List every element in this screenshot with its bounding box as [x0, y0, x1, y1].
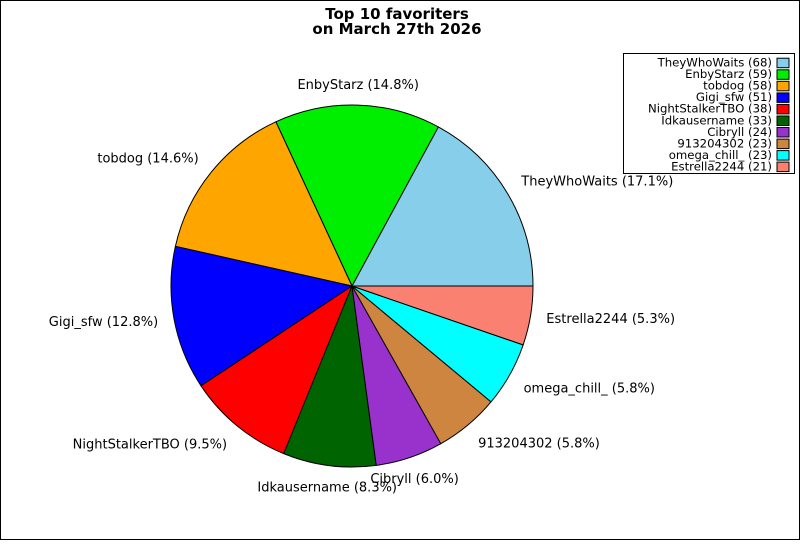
legend-item-label: 913204302 (23) [677, 136, 772, 150]
legend-item-theywhowaits: TheyWhoWaits (68) [657, 56, 790, 70]
slice-label-enbystarz: EnbyStarz (14.8%) [297, 78, 418, 93]
pie-slice-estrella2244 [351, 285, 534, 346]
legend-item-label: NightStalkerTBO (38) [648, 102, 772, 116]
legend-item-label: Idkausername (33) [661, 113, 772, 127]
legend-item-label: omega_chill_ (23) [669, 148, 772, 162]
legend-item-label: Gigi_sfw (51) [696, 90, 772, 104]
slice-label-tobdog: tobdog (14.6%) [97, 151, 198, 166]
legend: TheyWhoWaits (68)EnbyStarz (59)tobdog (5… [623, 53, 795, 174]
slice-label-gigi-sfw: Gigi_sfw (12.8%) [49, 315, 158, 330]
legend-item-label: TheyWhoWaits (68) [657, 56, 772, 70]
legend-swatch [776, 69, 790, 80]
legend-item-nightstalkertbo: NightStalkerTBO (38) [648, 102, 790, 116]
pie-slice-theywhowaits [351, 126, 534, 287]
legend-swatch [776, 115, 790, 126]
legend-item-label: EnbyStarz (59) [685, 67, 772, 81]
pie-slice-nightstalkertbo [200, 285, 353, 455]
chart-title-line2: on March 27th 2026 [312, 20, 481, 38]
legend-swatch [776, 80, 790, 92]
legend-item-idkausername: Idkausername (33) [661, 113, 790, 127]
slice-label-cibryll: Cibryll (6.0%) [370, 472, 459, 487]
slice-label-idkausername: Idkausername (8.3%) [257, 480, 397, 495]
legend-swatch [776, 161, 790, 173]
legend-item-gigi-sfw: Gigi_sfw (51) [696, 90, 790, 104]
legend-box [623, 53, 795, 174]
legend-item-label: Cibryll (24) [707, 125, 772, 139]
pie-slice-tobdog [174, 121, 353, 287]
pie-slices [170, 104, 534, 468]
legend-item-label: Estrella2244 (21) [671, 159, 772, 173]
slice-label-estrella2244: Estrella2244 (5.3%) [546, 312, 675, 327]
legend-item-tobdog: tobdog (58) [703, 79, 790, 93]
slice-label-913204302: 913204302 (5.8%) [478, 436, 600, 451]
legend-swatch [776, 150, 790, 161]
pie-slice-idkausername [283, 285, 377, 468]
legend-swatch [776, 92, 790, 103]
slice-label-omega-chill: omega_chill_ (5.8%) [524, 382, 655, 397]
legend-item-estrella2244: Estrella2244 (21) [671, 159, 790, 173]
pie-slice-gigi-sfw [170, 245, 353, 387]
legend-item-label: tobdog (58) [703, 79, 772, 93]
slice-label-theywhowaits: TheyWhoWaits (17.1%) [520, 174, 673, 189]
legend-swatch [776, 103, 790, 115]
slice-label-nightstalkertbo: NightStalkerTBO (9.5%) [73, 437, 227, 452]
legend-swatch [776, 57, 790, 69]
chart-title-line1: Top 10 favoriters [325, 5, 469, 23]
legend-item-cibryll: Cibryll (24) [707, 125, 790, 139]
legend-item-913204302: 913204302 (23) [677, 136, 790, 150]
pie-slice-enbystarz [275, 104, 439, 287]
legend-item-omega-chill: omega_chill_ (23) [669, 148, 790, 162]
legend-swatch [776, 138, 790, 150]
legend-item-enbystarz: EnbyStarz (59) [685, 67, 790, 81]
legend-swatch [776, 127, 790, 138]
slice-labels: TheyWhoWaits (17.1%) EnbyStarz (14.8%) tob… [49, 78, 675, 495]
